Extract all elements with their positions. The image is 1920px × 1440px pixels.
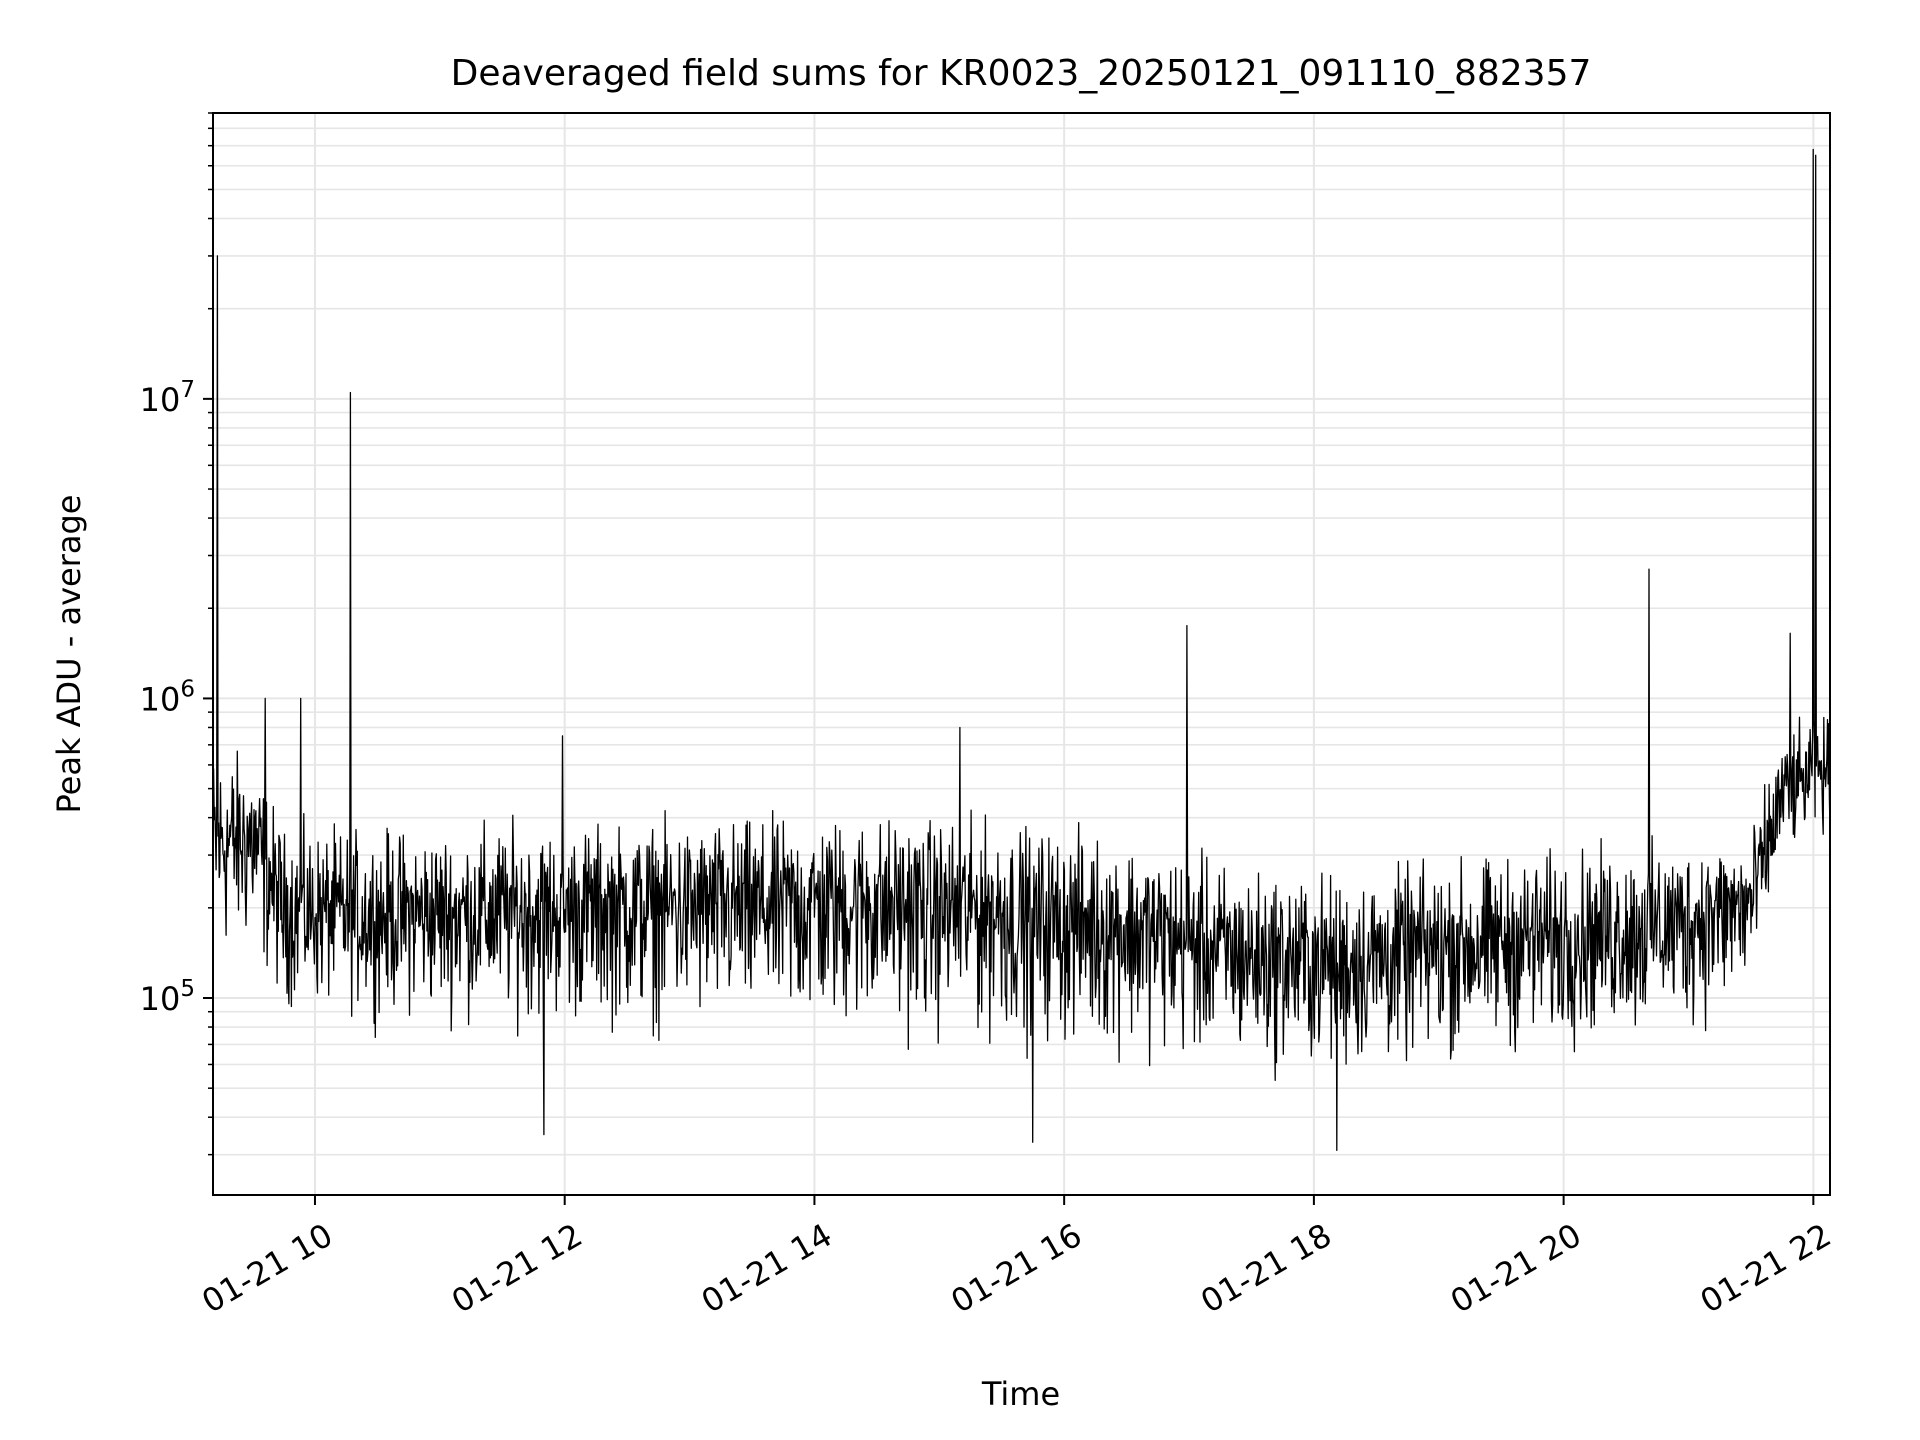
- y-axis-label: Peak ADU - average: [50, 495, 88, 814]
- y-tick-label: 105: [140, 976, 195, 1018]
- y-tick-label: 107: [140, 377, 195, 419]
- y-tick-label: 106: [140, 676, 195, 718]
- series-line: [212, 148, 1831, 1152]
- series-layer: [212, 148, 1831, 1152]
- y-axis: 105 106 107: [140, 112, 213, 1156]
- x-axis-label: Time: [981, 1375, 1060, 1413]
- plot-frame: [212, 112, 1831, 1196]
- chart-title: Deaveraged field sums for KR0023_2025012…: [451, 53, 1592, 94]
